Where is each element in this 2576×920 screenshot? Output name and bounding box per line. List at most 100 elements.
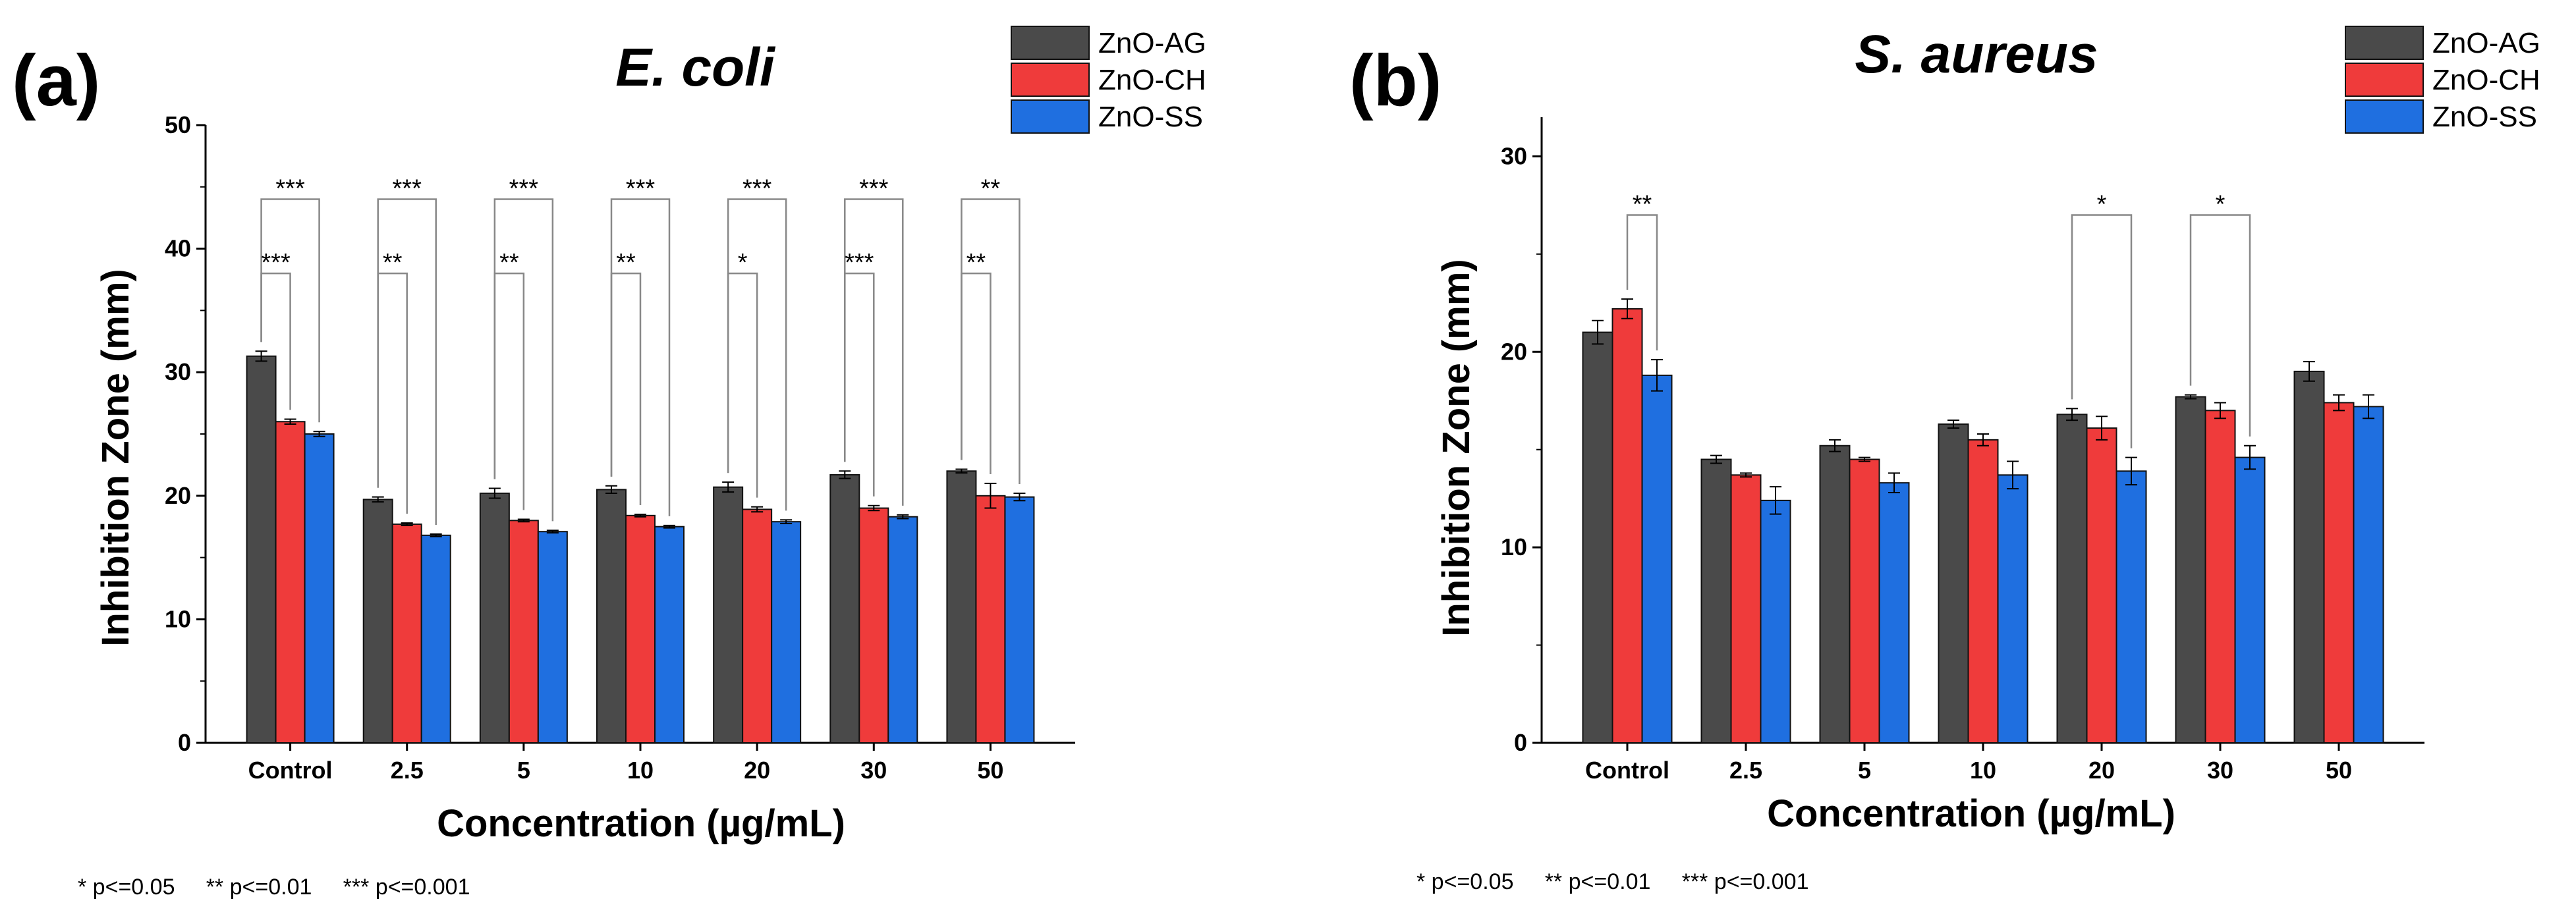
- panel-b-bar-ZnO-AG: [1819, 445, 1851, 744]
- panel-a-bar-ZnO-AG: [246, 355, 277, 744]
- panel-b-significance-bracket: [2189, 214, 2251, 437]
- panel-b-legend-label: ZnO-SS: [2432, 101, 2537, 133]
- panel-a-bar-ZnO-CH: [975, 495, 1006, 744]
- panel-a-bar-ZnO-SS: [771, 521, 802, 744]
- panel-a-significance-label: ***: [275, 175, 305, 203]
- panel-a-significance-bracket: [610, 272, 642, 505]
- panel-a-legend-label: ZnO-SS: [1098, 101, 1203, 133]
- panel-a-significance-bracket: [727, 272, 758, 498]
- panel-b-x-tick-label: 50: [2326, 757, 2352, 784]
- panel-a-legend-swatch: [1011, 99, 1090, 134]
- panel-a-bar-ZnO-CH: [625, 514, 656, 744]
- panel-b-legend-label: ZnO-AG: [2432, 27, 2540, 59]
- panel-b-bar-ZnO-SS: [1760, 499, 1791, 744]
- panel-a-legend-label: ZnO-CH: [1098, 64, 1206, 96]
- panel-b-x-tick-label: 10: [1970, 757, 1996, 784]
- panel-b-bar-ZnO-CH: [2323, 402, 2355, 744]
- panel-a-significance-label: **: [499, 249, 519, 277]
- panel-b-bar-ZnO-SS: [2115, 470, 2147, 744]
- panel-a-x-tick-label: 30: [860, 757, 887, 784]
- panel-b-bar-ZnO-CH: [2086, 427, 2117, 744]
- panel-a-y-tick-label: 20: [165, 482, 191, 509]
- panel-b-x-tick-label: 20: [2088, 757, 2115, 784]
- panel-b-bar-ZnO-SS: [1997, 474, 2029, 744]
- panel-b-bar-ZnO-SS: [1878, 482, 1910, 744]
- panel-b-bar-ZnO-SS: [2353, 406, 2384, 744]
- panel-b-bar-ZnO-AG: [1938, 423, 1969, 744]
- panel-a-x-tick-label: 20: [744, 757, 770, 784]
- panel-a-bar-ZnO-AG: [829, 474, 860, 744]
- panel-b-x-tick-label: 2.5: [1729, 757, 1762, 784]
- panel-a-significance-label: ***: [742, 175, 772, 203]
- panel-a-significance-label: ***: [509, 175, 539, 203]
- panel-b-bar-ZnO-AG: [2175, 396, 2206, 744]
- panel-a-bar-ZnO-SS: [654, 526, 685, 744]
- panel-a-legend-swatch: [1011, 63, 1090, 97]
- panel-b-significance-label: **: [1633, 190, 1652, 218]
- panel-b-label: (b): [1349, 40, 1442, 121]
- panel-b-bar-ZnO-CH: [1967, 439, 1999, 744]
- panel-b-bar-ZnO-AG: [2293, 370, 2325, 744]
- panel-a-y-tick-label: 0: [178, 729, 191, 756]
- panel-b-bar-ZnO-CH: [2204, 410, 2236, 744]
- panel-a-significance-label: *: [738, 249, 748, 277]
- panel-a-significance-label: ***: [859, 175, 889, 203]
- panel-b-ylabel: Inhibition Zone (mm): [1435, 259, 1478, 636]
- panel-a-significance-label: ***: [261, 249, 291, 277]
- panel-b-y-tick-label: 30: [1501, 142, 1527, 169]
- panel-a-bar-ZnO-SS: [537, 531, 568, 744]
- panel-a-legend-label: ZnO-AG: [1098, 27, 1206, 59]
- panel-a-bar-ZnO-SS: [304, 433, 335, 744]
- panel-b-title: S. aureus: [1855, 24, 2098, 84]
- panel-a-significance-bracket: [961, 272, 992, 475]
- panel-a-bar-ZnO-AG: [596, 489, 627, 744]
- panel-b-x-tick-label: Control: [1585, 757, 1669, 784]
- panel-b-y-tick-label: 10: [1501, 533, 1527, 560]
- panel-a-bar-ZnO-SS: [1004, 496, 1035, 744]
- panel-a-significance-label: **: [383, 249, 403, 277]
- panel-b-xlabel: Concentration (µg/mL): [1767, 792, 2175, 835]
- panel-a-bar-ZnO-CH: [275, 421, 306, 744]
- panel-b-legend-label: ZnO-CH: [2432, 64, 2540, 96]
- panel-b-significance-bracket: [2071, 214, 2133, 448]
- panel-b-bar-ZnO-CH: [1611, 308, 1643, 744]
- panel-b-x-tick-label: 5: [1858, 757, 1871, 784]
- panel-a-title: E. coli: [615, 38, 776, 97]
- panel-a-y-tick-label: 30: [165, 358, 191, 385]
- panel-b-x-tick-label: 30: [2207, 757, 2233, 784]
- panel-a-legend-swatch: [1011, 26, 1090, 60]
- panel-b-bar-ZnO-SS: [1641, 374, 1673, 744]
- panel-a-y-tick-label: 50: [165, 111, 191, 138]
- panel-a-x-tick-label: 10: [627, 757, 654, 784]
- panel-b-bar-ZnO-CH: [1730, 474, 1762, 744]
- panel-b-bar-ZnO-AG: [1582, 331, 1613, 744]
- panel-a-bar-ZnO-CH: [391, 523, 422, 744]
- panel-a-significance-bracket: [377, 272, 408, 514]
- panel-a-x-tick-label: Control: [248, 757, 333, 784]
- panel-a-ylabel: Inhibition Zone (mm): [94, 269, 137, 646]
- panel-b-significance-label: *: [2097, 190, 2107, 218]
- panel-b-footnote: * p<=0.05 ** p<=0.01 *** p<=0.001: [1416, 869, 1808, 894]
- panel-b-bar-ZnO-AG: [2056, 414, 2088, 744]
- panel-a-bar-ZnO-AG: [713, 486, 744, 744]
- panel-b-legend-swatch: [2345, 99, 2424, 134]
- panel-a-significance-label: ***: [845, 249, 874, 277]
- panel-a-significance-bracket: [844, 272, 875, 497]
- panel-a-significance-label: **: [966, 249, 986, 277]
- panel-a-bar-ZnO-CH: [858, 507, 889, 744]
- panel-a-bar-ZnO-SS: [420, 534, 451, 744]
- panel-a-x-tick-label: 50: [977, 757, 1003, 784]
- panel-a-significance-bracket: [260, 198, 320, 423]
- panel-b-bar-ZnO-AG: [1700, 458, 1732, 744]
- panel-b-bar-ZnO-SS: [2234, 456, 2266, 744]
- panel-a-significance-bracket: [260, 272, 291, 410]
- panel-a-label: (a): [12, 40, 100, 121]
- panel-a-bar-ZnO-AG: [479, 493, 510, 744]
- panel-b-legend-swatch: [2345, 26, 2424, 60]
- panel-b-significance-label: *: [2216, 190, 2226, 218]
- panel-b-bar-ZnO-CH: [1849, 458, 1880, 744]
- panel-a-significance-label: **: [981, 175, 1001, 203]
